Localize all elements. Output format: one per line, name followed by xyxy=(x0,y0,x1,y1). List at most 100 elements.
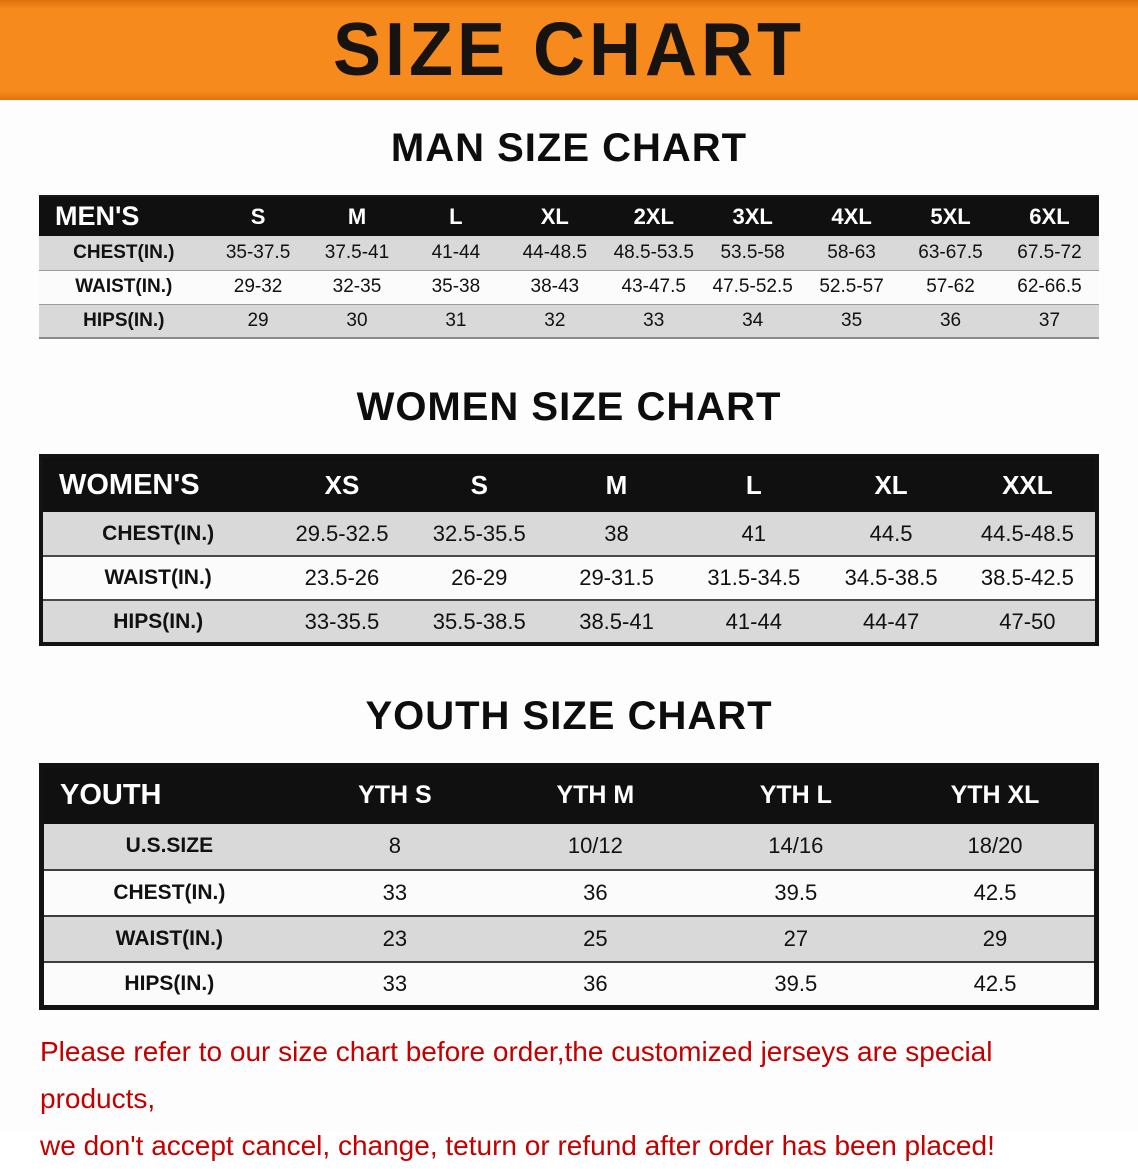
table-row: WAIST(IN.) 23 25 27 29 xyxy=(41,915,1097,963)
size-value-cell: 26-29 xyxy=(410,556,548,601)
size-value-cell: 29 xyxy=(208,304,308,339)
size-value-cell: 36 xyxy=(495,869,696,917)
table-row: HIPS(IN.) 33 36 39.5 42.5 xyxy=(41,961,1097,1009)
table-row: CHEST(IN.) 29.5-32.5 32.5-35.5 38 41 44.5 44.5… xyxy=(41,512,1097,557)
size-value-cell: 36 xyxy=(901,304,1000,339)
size-value-cell: 38.5-42.5 xyxy=(959,556,1097,601)
size-header-cell: S xyxy=(410,456,548,512)
size-value-cell: 41-44 xyxy=(406,236,506,271)
size-header-cell: XXL xyxy=(959,456,1097,512)
table-title-cell: YOUTH xyxy=(41,765,295,824)
table-row: WAIST(IN.) 23.5-26 26-29 29-31.5 31.5-34.5 34… xyxy=(41,556,1097,601)
size-value-cell: 62-66.5 xyxy=(999,270,1099,305)
table-row: WAIST(IN.) 29-32 32-35 35-38 38-43 43-47.5 47.… xyxy=(39,270,1099,305)
table-title-cell: WOMEN'S xyxy=(41,456,274,512)
size-value-cell: 37 xyxy=(999,304,1099,339)
size-value-cell: 33 xyxy=(294,869,496,917)
men-section: MAN SIZE CHART MEN'S S M L XL 2XL 3XL 4XL 5XL 6XL… xyxy=(0,126,1138,339)
size-value-cell: 34 xyxy=(703,304,803,339)
size-header-cell: 5XL xyxy=(901,196,1000,236)
size-value-cell: 23.5-26 xyxy=(273,556,411,601)
row-label: U.S.SIZE xyxy=(41,823,295,871)
size-value-cell: 42.5 xyxy=(896,961,1097,1009)
men-size-table: MEN'S S M L XL 2XL 3XL 4XL 5XL 6XL CHEST(IN.) 35-37… xyxy=(39,195,1099,339)
size-value-cell: 8 xyxy=(294,823,496,871)
size-header-cell: S xyxy=(208,196,308,236)
size-value-cell: 29-32 xyxy=(208,270,308,305)
row-label: CHEST(IN.) xyxy=(41,869,295,917)
size-header-cell: XL xyxy=(822,456,960,512)
women-section: WOMEN SIZE CHART WOMEN'S XS S M L XL XXL CHEST(… xyxy=(0,385,1138,646)
table-header-row: YOUTH YTH S YTH M YTH L YTH XL xyxy=(41,765,1097,824)
size-value-cell: 31.5-34.5 xyxy=(685,556,823,601)
size-value-cell: 41-44 xyxy=(685,600,823,645)
size-header-cell: 6XL xyxy=(999,196,1099,236)
size-header-cell: 2XL xyxy=(604,196,704,236)
size-value-cell: 32-35 xyxy=(307,270,407,305)
size-header-cell: L xyxy=(685,456,823,512)
size-value-cell: 44.5-48.5 xyxy=(959,512,1097,557)
size-value-cell: 35-38 xyxy=(406,270,506,305)
size-value-cell: 42.5 xyxy=(896,869,1097,917)
disclaimer-line-2: we don't accept cancel, change, teturn o… xyxy=(40,1130,995,1161)
size-value-cell: 32 xyxy=(505,304,605,339)
table-header-row: MEN'S S M L XL 2XL 3XL 4XL 5XL 6XL xyxy=(39,196,1099,236)
size-value-cell: 33 xyxy=(604,304,704,339)
size-value-cell: 57-62 xyxy=(901,270,1000,305)
row-label: WAIST(IN.) xyxy=(41,556,274,601)
size-value-cell: 39.5 xyxy=(695,869,897,917)
row-label: HIPS(IN.) xyxy=(41,961,295,1009)
size-value-cell: 29.5-32.5 xyxy=(273,512,411,557)
table-header-row: WOMEN'S XS S M L XL XXL xyxy=(41,456,1097,512)
size-value-cell: 35 xyxy=(802,304,902,339)
size-value-cell: 14/16 xyxy=(695,823,897,871)
size-header-cell: L xyxy=(406,196,506,236)
size-value-cell: 25 xyxy=(495,915,696,963)
size-value-cell: 23 xyxy=(294,915,496,963)
size-value-cell: 38-43 xyxy=(505,270,605,305)
row-label: HIPS(IN.) xyxy=(39,304,209,339)
size-value-cell: 44-48.5 xyxy=(505,236,605,271)
table-row: U.S.SIZE 8 10/12 14/16 18/20 xyxy=(41,823,1097,871)
size-header-cell: 3XL xyxy=(703,196,803,236)
size-value-cell: 38.5-41 xyxy=(547,600,686,645)
size-value-cell: 33 xyxy=(294,961,496,1009)
size-value-cell: 35.5-38.5 xyxy=(410,600,548,645)
size-value-cell: 29-31.5 xyxy=(547,556,686,601)
women-section-heading: WOMEN SIZE CHART xyxy=(356,385,782,429)
row-label: CHEST(IN.) xyxy=(41,512,274,557)
size-value-cell: 18/20 xyxy=(896,823,1097,871)
table-row: CHEST(IN.) 35-37.5 37.5-41 41-44 44-48.5 48.5… xyxy=(39,236,1099,271)
order-disclaimer: Please refer to our size chart before or… xyxy=(0,1028,1138,1169)
size-value-cell: 36 xyxy=(495,961,696,1009)
size-value-cell: 52.5-57 xyxy=(802,270,902,305)
row-label: CHEST(IN.) xyxy=(39,236,209,271)
size-value-cell: 32.5-35.5 xyxy=(410,512,548,557)
size-value-cell: 41 xyxy=(685,512,823,557)
size-value-cell: 30 xyxy=(307,304,407,339)
table-row: HIPS(IN.) 33-35.5 35.5-38.5 38.5-41 41-44 44-… xyxy=(41,600,1097,645)
page-title: SIZE CHART xyxy=(333,8,805,93)
table-row: HIPS(IN.) 29 30 31 32 33 34 35 36 37 xyxy=(39,304,1099,339)
men-section-heading: MAN SIZE CHART xyxy=(390,126,748,170)
size-value-cell: 47.5-52.5 xyxy=(703,270,803,305)
women-size-table: WOMEN'S XS S M L XL XXL CHEST(IN.) 29.5-32.5 32.5… xyxy=(39,454,1099,646)
size-value-cell: 44.5 xyxy=(822,512,960,557)
size-value-cell: 39.5 xyxy=(695,961,897,1009)
size-value-cell: 10/12 xyxy=(495,823,696,871)
size-header-cell: XS xyxy=(273,456,411,512)
size-header-cell: YTH L xyxy=(695,765,897,824)
size-value-cell: 53.5-58 xyxy=(703,236,803,271)
row-label: WAIST(IN.) xyxy=(39,270,209,305)
size-header-cell: YTH S xyxy=(294,765,496,824)
size-value-cell: 34.5-38.5 xyxy=(822,556,960,601)
size-value-cell: 33-35.5 xyxy=(273,600,411,645)
size-header-cell: YTH XL xyxy=(896,765,1097,824)
size-value-cell: 27 xyxy=(695,915,897,963)
row-label: HIPS(IN.) xyxy=(41,600,274,645)
youth-section: YOUTH SIZE CHART YOUTH YTH S YTH M YTH L YTH… xyxy=(0,694,1138,1010)
size-value-cell: 58-63 xyxy=(802,236,902,271)
table-title-cell: MEN'S xyxy=(39,196,209,236)
size-value-cell: 38 xyxy=(547,512,686,557)
